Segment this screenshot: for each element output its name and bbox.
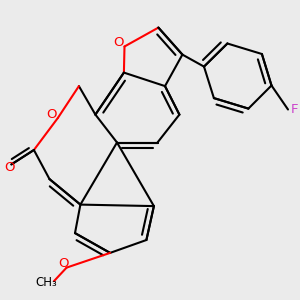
Text: O: O: [47, 108, 57, 122]
Text: O: O: [113, 35, 124, 49]
Text: CH₃: CH₃: [36, 276, 57, 289]
Text: F: F: [291, 103, 298, 116]
Text: O: O: [4, 161, 14, 174]
Text: O: O: [58, 256, 69, 270]
